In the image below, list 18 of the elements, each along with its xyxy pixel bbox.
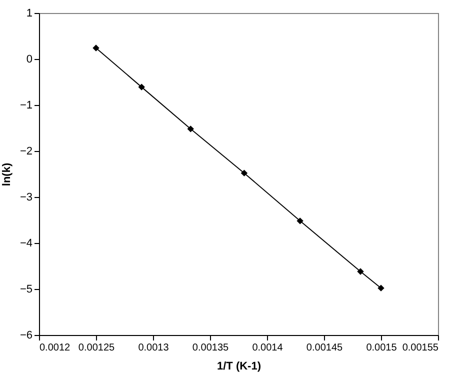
x-tick-label: 0.00135: [192, 342, 230, 354]
x-tick-label: 0.00155: [402, 342, 439, 354]
y-tick-label: −6: [20, 330, 32, 342]
y-axis-title: ln(k): [0, 162, 13, 186]
x-tick-label: 0.00125: [78, 342, 116, 354]
y-tick-label: −1: [20, 100, 32, 112]
y-tick-label: −2: [20, 146, 32, 158]
y-tick-label: 1: [26, 8, 32, 20]
x-tick-label: 0.0015: [366, 342, 398, 354]
y-tick-label: −3: [20, 192, 32, 204]
x-tick-label: 0.0013: [138, 342, 170, 354]
x-tick-label: 0.00145: [306, 342, 344, 354]
x-tick-label: 0.0014: [252, 342, 284, 354]
x-axis-title: 1/T (K-1): [217, 360, 262, 372]
x-tick-label: 0.0012: [40, 342, 71, 354]
y-tick-label: −4: [20, 238, 32, 250]
y-tick-label: −5: [20, 284, 32, 296]
y-tick-label: 0: [26, 54, 32, 66]
